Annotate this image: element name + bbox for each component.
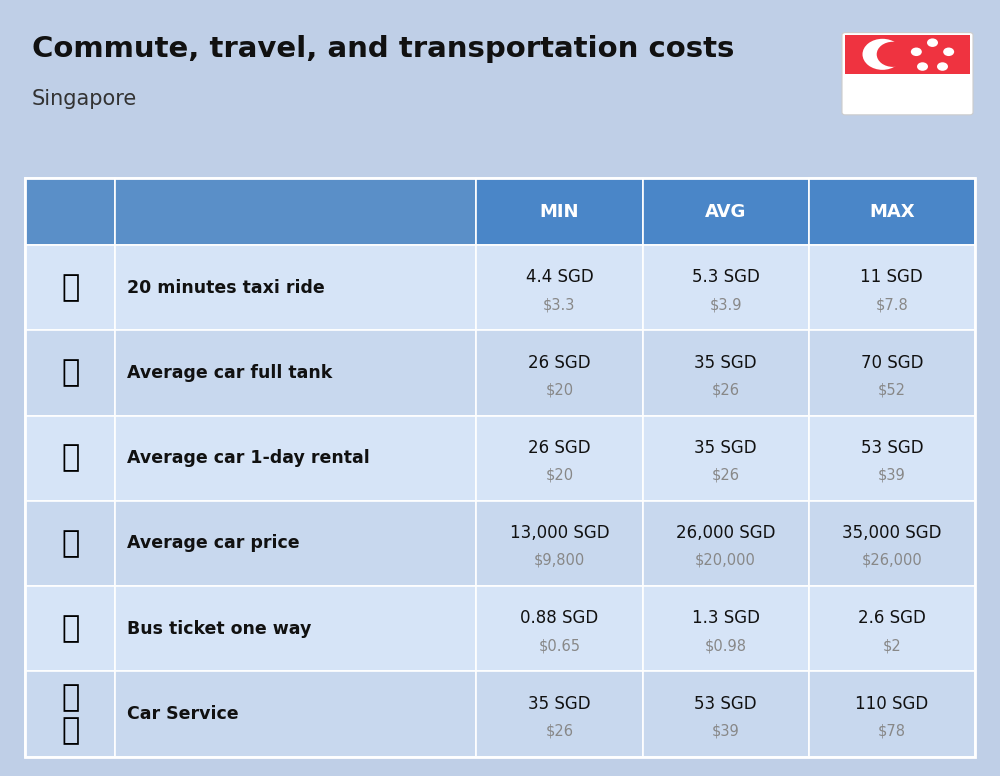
Bar	[809, 671, 975, 757]
Text: 53 SGD: 53 SGD	[694, 695, 757, 712]
Bar	[642, 178, 809, 245]
Bar	[115, 586, 476, 671]
Text: 70 SGD: 70 SGD	[861, 354, 923, 372]
Text: 🔧
🚗: 🔧 🚗	[61, 683, 79, 745]
Bar	[809, 415, 975, 501]
Text: $0.65: $0.65	[538, 638, 580, 653]
Text: MAX: MAX	[869, 203, 915, 220]
Text: Commute, travel, and transportation costs: Commute, travel, and transportation cost…	[32, 35, 734, 63]
Text: 53 SGD: 53 SGD	[861, 439, 923, 457]
Text: AVG: AVG	[705, 203, 746, 220]
Text: 20 minutes taxi ride: 20 minutes taxi ride	[127, 279, 324, 296]
Text: 1.3 SGD: 1.3 SGD	[692, 609, 760, 628]
Bar	[476, 671, 642, 757]
Bar	[115, 331, 476, 415]
Bar	[642, 586, 809, 671]
Text: 26 SGD: 26 SGD	[528, 354, 591, 372]
Text: 4.4 SGD: 4.4 SGD	[526, 268, 593, 286]
Bar	[25, 671, 115, 757]
Text: $26: $26	[545, 723, 573, 739]
Bar	[642, 331, 809, 415]
Text: $0.98: $0.98	[705, 638, 747, 653]
Bar	[476, 245, 642, 331]
Bar	[845, 35, 970, 74]
Circle shape	[911, 47, 922, 56]
Circle shape	[862, 39, 902, 70]
Bar	[809, 331, 975, 415]
Bar	[476, 415, 642, 501]
Text: 13,000 SGD: 13,000 SGD	[510, 524, 609, 542]
Text: 35 SGD: 35 SGD	[528, 695, 591, 712]
Bar	[25, 178, 975, 757]
Text: $3.9: $3.9	[709, 297, 742, 312]
Text: 35,000 SGD: 35,000 SGD	[842, 524, 942, 542]
Text: 26 SGD: 26 SGD	[528, 439, 591, 457]
Text: $20,000: $20,000	[695, 553, 756, 568]
Text: Average car price: Average car price	[127, 535, 299, 553]
Text: $26,000: $26,000	[862, 553, 922, 568]
Bar	[115, 501, 476, 586]
Bar	[115, 415, 476, 501]
Text: MIN: MIN	[540, 203, 579, 220]
Text: $3.3: $3.3	[543, 297, 576, 312]
Bar	[25, 245, 115, 331]
Text: 11 SGD: 11 SGD	[860, 268, 923, 286]
Text: $26: $26	[712, 468, 740, 483]
Bar	[25, 415, 115, 501]
Bar	[25, 178, 115, 245]
Bar	[809, 245, 975, 331]
Text: 26,000 SGD: 26,000 SGD	[676, 524, 775, 542]
Text: 35 SGD: 35 SGD	[694, 439, 757, 457]
Text: $9,800: $9,800	[534, 553, 585, 568]
Bar	[809, 586, 975, 671]
Bar	[809, 178, 975, 245]
Bar	[642, 245, 809, 331]
Text: Average car 1-day rental: Average car 1-day rental	[127, 449, 369, 467]
Bar	[642, 501, 809, 586]
Bar	[25, 331, 115, 415]
Text: ⛽: ⛽	[61, 359, 79, 387]
Text: $26: $26	[712, 383, 740, 397]
Circle shape	[943, 47, 954, 56]
Circle shape	[937, 62, 948, 71]
Text: 5.3 SGD: 5.3 SGD	[692, 268, 760, 286]
Bar	[476, 178, 642, 245]
Bar	[115, 178, 476, 245]
Bar	[25, 586, 115, 671]
Bar	[115, 671, 476, 757]
Text: 🚕: 🚕	[61, 273, 79, 302]
Text: 35 SGD: 35 SGD	[694, 354, 757, 372]
Text: 🚙: 🚙	[61, 444, 79, 473]
Text: 🚌: 🚌	[61, 614, 79, 643]
Text: $7.8: $7.8	[876, 297, 908, 312]
Bar	[476, 331, 642, 415]
Bar	[642, 415, 809, 501]
Bar	[642, 671, 809, 757]
Text: $20: $20	[545, 468, 573, 483]
Text: 0.88 SGD: 0.88 SGD	[520, 609, 598, 628]
FancyBboxPatch shape	[842, 33, 973, 115]
Text: 110 SGD: 110 SGD	[855, 695, 928, 712]
Text: Average car full tank: Average car full tank	[127, 364, 332, 382]
Bar	[115, 245, 476, 331]
Circle shape	[877, 42, 909, 67]
Text: $39: $39	[878, 468, 906, 483]
Bar	[809, 501, 975, 586]
Text: $39: $39	[712, 723, 740, 739]
Text: 🚗: 🚗	[61, 529, 79, 558]
Circle shape	[927, 39, 938, 47]
Text: 2.6 SGD: 2.6 SGD	[858, 609, 926, 628]
Text: Car Service: Car Service	[127, 705, 238, 723]
Text: $78: $78	[878, 723, 906, 739]
Bar	[476, 501, 642, 586]
Text: $20: $20	[545, 383, 573, 397]
Bar	[25, 501, 115, 586]
Text: Bus ticket one way: Bus ticket one way	[127, 620, 311, 638]
Text: $52: $52	[878, 383, 906, 397]
Text: Singapore: Singapore	[32, 89, 137, 109]
Text: $2: $2	[883, 638, 901, 653]
Bar	[476, 586, 642, 671]
Circle shape	[917, 62, 928, 71]
